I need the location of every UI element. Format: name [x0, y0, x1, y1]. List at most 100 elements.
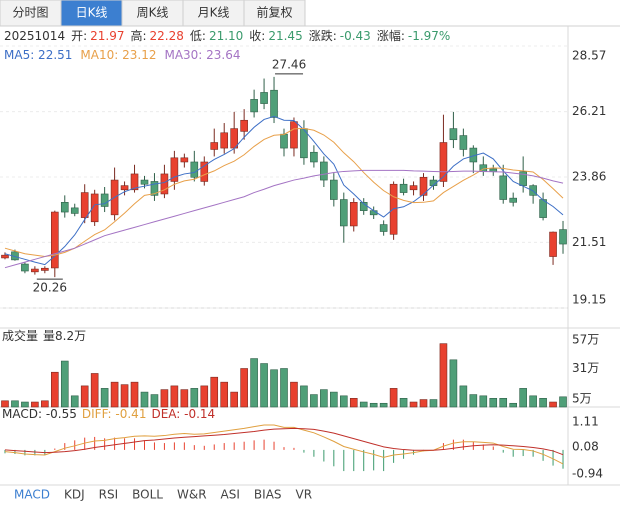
volume-bar: [160, 389, 169, 408]
indicator-tab[interactable]: KDJ: [64, 488, 85, 502]
tab-label[interactable]: 周K线: [137, 6, 169, 20]
volume-bar: [389, 388, 398, 408]
quote-field-label: 开:: [71, 29, 87, 43]
candle-body: [51, 211, 59, 269]
candle-body: [220, 132, 229, 149]
candle-body: [399, 183, 408, 193]
volume-bar: [509, 402, 517, 408]
volume-bar: [300, 385, 308, 408]
volume-title: 成交量: [2, 328, 38, 343]
quote-field-value: 21.45: [268, 29, 302, 43]
candle-body: [140, 179, 149, 185]
indicator-tab[interactable]: ASI: [221, 488, 240, 502]
volume-bar: [140, 391, 149, 408]
candle-body: [320, 161, 328, 181]
indicator-line: [4, 169, 564, 269]
volume-bar: [80, 385, 89, 408]
volume-bar: [349, 398, 358, 408]
volume-bar: [200, 385, 209, 408]
volume-bar: [429, 399, 438, 408]
volume-bar: [31, 401, 39, 408]
candle-body: [270, 89, 278, 118]
tab-label[interactable]: 月K线: [198, 6, 230, 20]
volume-bar: [419, 399, 428, 408]
volume-bar: [150, 394, 159, 408]
volume-bar: [459, 385, 468, 408]
candle-body: [240, 119, 248, 132]
volume-bar: [409, 401, 418, 408]
y-tick-label: 23.86: [572, 170, 606, 184]
volume-bar: [449, 359, 458, 408]
candle-body: [70, 207, 79, 214]
indicator-tab[interactable]: BOLL: [132, 488, 163, 502]
volume-bar: [240, 368, 248, 408]
quote-field-label: 收:: [249, 29, 265, 43]
tab[interactable]: [60, 0, 123, 27]
candle-body: [130, 173, 139, 191]
candle-body: [449, 128, 458, 141]
volume-bar: [519, 388, 527, 408]
candle-body: [549, 231, 557, 257]
quote-field-label: 高:: [130, 28, 146, 43]
volume-bar: [190, 388, 199, 408]
tab[interactable]: [243, 0, 306, 27]
volume-bar: [130, 381, 139, 408]
candle-body: [41, 267, 49, 271]
volume-bar: [439, 343, 448, 408]
tab[interactable]: [0, 0, 62, 27]
volume-bar: [210, 376, 219, 408]
ma-legend-item: MA10: 23.12: [80, 48, 156, 62]
quote-field-value: 22.28: [150, 29, 184, 43]
quote-field-label: 涨跌:: [309, 28, 337, 43]
candle-body: [339, 199, 348, 227]
y-tick-label: 19.15: [572, 293, 606, 307]
volume-bar: [320, 389, 328, 408]
tab-label[interactable]: 日K线: [76, 6, 108, 20]
volume-bar: [250, 358, 258, 408]
candle-body: [180, 157, 189, 163]
candle-body: [499, 175, 508, 200]
volume-bar: [180, 389, 189, 408]
volume-bar: [11, 400, 19, 408]
volume-bar: [70, 395, 79, 408]
volume-bar: [399, 398, 408, 408]
volume-bar: [170, 385, 179, 408]
tab-label[interactable]: 分时图: [12, 6, 48, 20]
candle-body: [120, 185, 129, 191]
quote-field-label: 涨幅:: [377, 28, 405, 43]
indicator-tab[interactable]: W&R: [177, 488, 207, 502]
volume-current: 量8.2万: [43, 329, 86, 343]
candle-body: [90, 193, 99, 223]
volume-bar: [100, 388, 109, 408]
macd-legend-item: DIFF: -0.41: [82, 407, 147, 421]
volume-bar: [359, 401, 368, 408]
ma-legend-item: MA5: 22.51: [4, 48, 72, 62]
indicator-tab[interactable]: VR: [296, 488, 313, 502]
volume-bar: [479, 395, 488, 408]
indicator-line: [4, 127, 564, 258]
y-tick-label: 57万: [572, 333, 599, 347]
candle-body: [150, 181, 159, 196]
volume-bar: [539, 398, 547, 408]
y-tick-label: 28.57: [572, 49, 606, 63]
quote-date: 20251014: [4, 29, 65, 43]
volume-bar: [260, 363, 268, 408]
volume-bar: [469, 394, 478, 408]
indicator-tab[interactable]: MACD: [14, 488, 50, 502]
volume-bar: [290, 381, 298, 408]
min-price-label: 20.26: [33, 281, 67, 295]
candle-body: [1, 254, 9, 259]
candle-body: [439, 142, 448, 182]
macd-legend-item: MACD: -0.55: [2, 407, 77, 421]
volume-bar: [270, 369, 278, 408]
volume-bar: [499, 398, 508, 408]
quote-field-value: 21.97: [90, 29, 124, 43]
candle-body: [190, 161, 199, 178]
candle-body: [60, 202, 69, 213]
candle-body: [210, 142, 219, 150]
quote-field-value: -1.97%: [408, 29, 450, 43]
indicator-tab[interactable]: BIAS: [254, 488, 282, 502]
tab-label[interactable]: 前复权: [256, 5, 292, 20]
indicator-tab[interactable]: RSI: [99, 488, 119, 502]
volume-bar: [110, 381, 119, 408]
